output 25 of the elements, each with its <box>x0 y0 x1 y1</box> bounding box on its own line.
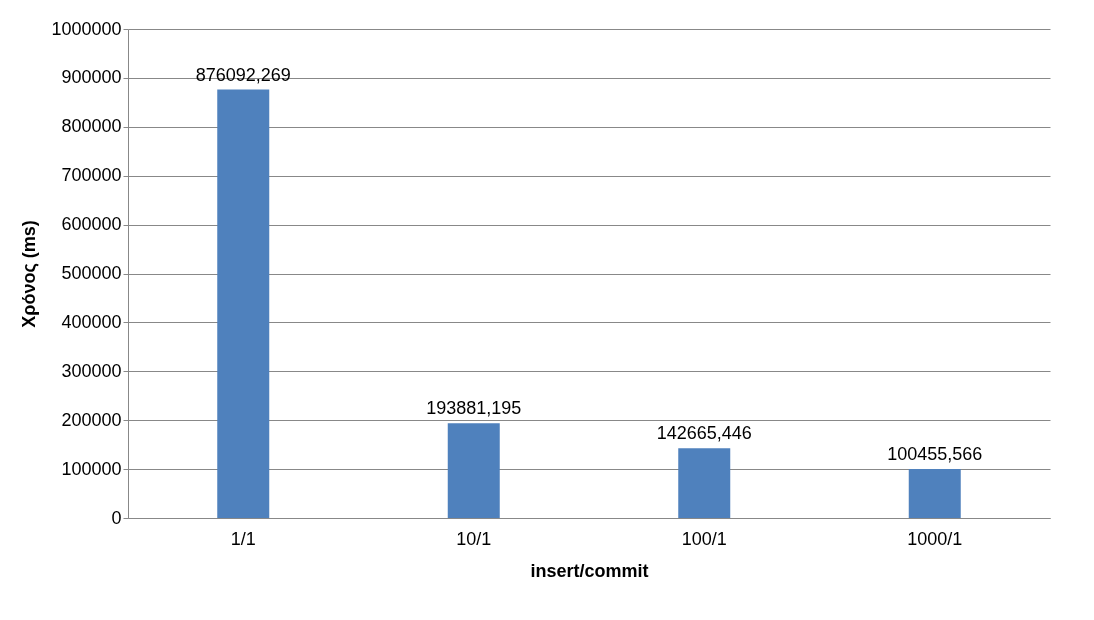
y-tick-label: 900000 <box>61 67 122 88</box>
y-tick-label: 500000 <box>61 263 122 283</box>
y-tick-label: 1000000 <box>51 18 122 39</box>
bar <box>217 89 270 518</box>
y-tick-label: 200000 <box>61 409 122 430</box>
y-tick-label: 600000 <box>61 214 122 235</box>
y-tick-label: 700000 <box>61 165 122 186</box>
y-tick-label: 400000 <box>61 311 122 332</box>
data-label: 193881,195 <box>426 398 522 419</box>
y-tick-label: 0 <box>111 507 122 528</box>
x-tick-label: 1/1 <box>230 528 256 549</box>
data-label: 100455,566 <box>887 443 983 464</box>
x-tick-label: 10/1 <box>456 528 492 549</box>
data-label: 876092,269 <box>195 64 291 85</box>
bar <box>908 468 961 518</box>
data-label: 142665,446 <box>656 423 752 444</box>
y-tick-label: 100000 <box>61 458 122 479</box>
y-tick-label: 800000 <box>61 116 122 137</box>
x-tick-label: 1000/1 <box>907 528 963 549</box>
y-tick-label: 300000 <box>61 360 122 381</box>
y-axis-title: Χρόνος (ms) <box>19 220 40 328</box>
x-axis-title: insert/commit <box>530 560 649 581</box>
bar <box>678 448 731 518</box>
x-tick-label: 100/1 <box>681 528 727 549</box>
bar <box>447 423 500 518</box>
